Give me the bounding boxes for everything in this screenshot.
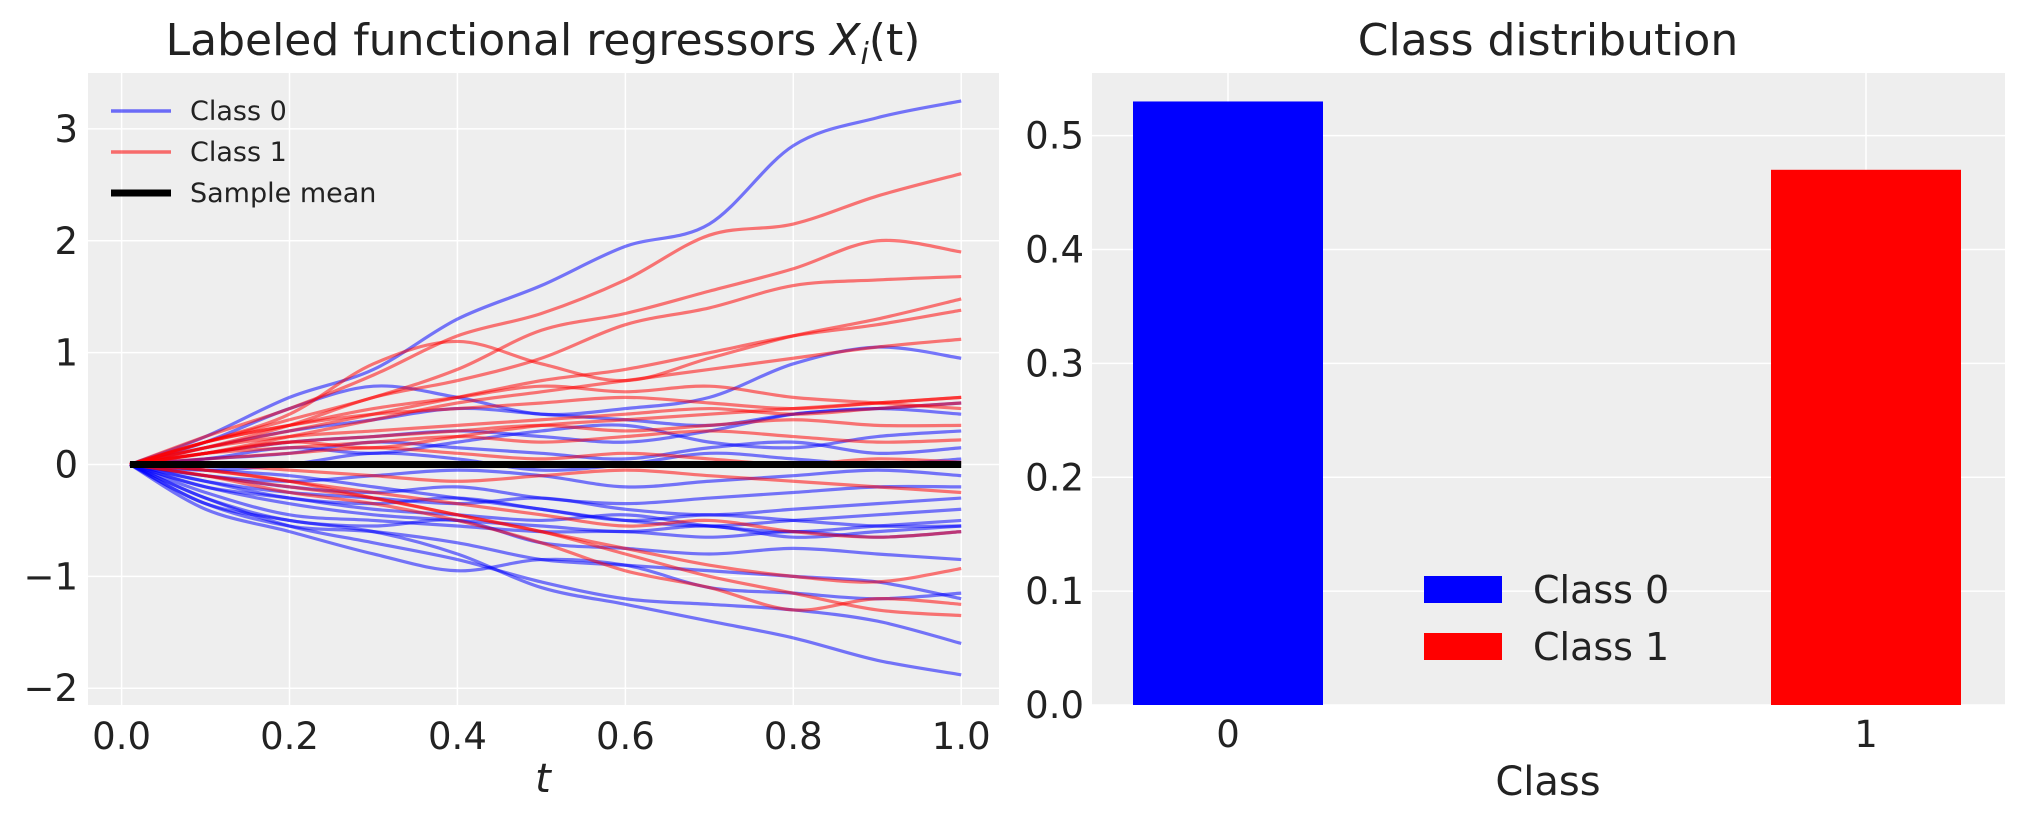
right-y-tick-label: 0.4 xyxy=(1025,229,1084,272)
class-1-curve xyxy=(129,274,962,467)
class-1-curve xyxy=(129,395,962,467)
class-1-curve xyxy=(129,238,962,467)
right-y-tick-label: 0.5 xyxy=(1025,115,1084,158)
left-x-tick-label: 1.0 xyxy=(932,715,991,758)
right-y-tick-labels: 0.0 0.1 0.2 0.3 0.4 0.5 xyxy=(1025,115,1084,727)
left-x-tick-label: 0.0 xyxy=(92,715,151,758)
right-y-tick-label: 0.0 xyxy=(1025,684,1084,727)
class-0-curve xyxy=(129,462,962,539)
right-chart-title: Class distribution xyxy=(1358,15,1739,66)
left-x-axis-label: t xyxy=(535,756,552,802)
left-y-tick-label: 1 xyxy=(54,332,78,375)
legend-label-class-1: Class 1 xyxy=(190,137,287,168)
class-0-curve xyxy=(129,99,962,467)
right-y-tick-label: 0.2 xyxy=(1025,456,1084,499)
class-1-curve xyxy=(129,429,962,467)
left-x-tick-label: 0.4 xyxy=(428,715,487,758)
right-x-axis-label: Class xyxy=(1495,759,1600,805)
left-x-tick-label: 0.8 xyxy=(764,715,823,758)
legend-label-class-0: Class 0 xyxy=(1533,568,1669,612)
class-0-curve xyxy=(129,462,962,529)
right-x-tick-label: 0 xyxy=(1216,713,1240,756)
left-x-tick-labels: 0.0 0.2 0.4 0.6 0.8 1.0 xyxy=(92,715,990,758)
right-legend: Class 0 Class 1 xyxy=(1424,568,1669,669)
class-1-curve xyxy=(129,462,962,495)
right-y-tick-label: 0.3 xyxy=(1025,342,1084,385)
left-chart-title: Labeled functional regressors Xi(t) xyxy=(166,15,921,72)
class-1-curve xyxy=(129,308,962,467)
class-0-curve xyxy=(129,462,962,534)
left-y-tick-label: −1 xyxy=(23,555,78,598)
right-bars-group xyxy=(1133,101,1961,706)
left-y-tick-label: 3 xyxy=(54,108,78,151)
class-1-curve xyxy=(129,172,962,467)
legend-label-class-0: Class 0 xyxy=(190,96,287,127)
class-0-curve xyxy=(129,463,962,646)
functional-regressors-chart: 0.0 0.2 0.4 0.6 0.8 1.0 −2 −1 0 1 2 3 Labeled func… xyxy=(23,15,999,802)
class-0-curve xyxy=(129,463,962,677)
class-1-curve xyxy=(129,337,962,467)
left-y-tick-label: −2 xyxy=(23,667,78,710)
legend-swatch-class-1 xyxy=(1424,633,1502,660)
class-0-curve xyxy=(129,463,962,601)
left-x-tick-label: 0.2 xyxy=(260,715,319,758)
left-legend: Class 0 Class 1 Sample mean xyxy=(111,96,376,209)
legend-label-sample-mean: Sample mean xyxy=(190,178,376,209)
legend-swatch-class-0 xyxy=(1424,576,1502,603)
class-1-curve xyxy=(129,401,962,467)
legend-label-class-1: Class 1 xyxy=(1533,625,1669,669)
bar-class-0 xyxy=(1133,101,1323,706)
right-x-tick-label: 1 xyxy=(1854,713,1878,756)
bar-class-1 xyxy=(1771,169,1961,705)
class-1-curve xyxy=(129,462,962,618)
left-y-tick-labels: −2 −1 0 1 2 3 xyxy=(23,108,78,710)
left-y-tick-label: 0 xyxy=(54,444,78,487)
left-plot-area xyxy=(88,73,999,705)
left-x-tick-label: 0.6 xyxy=(596,715,655,758)
class-1-curve xyxy=(129,384,962,467)
class-1-curve xyxy=(129,462,962,612)
class-1-curve xyxy=(129,297,962,467)
right-y-tick-label: 0.1 xyxy=(1025,570,1084,613)
left-series-group xyxy=(129,99,962,677)
left-y-tick-label: 2 xyxy=(54,220,78,263)
